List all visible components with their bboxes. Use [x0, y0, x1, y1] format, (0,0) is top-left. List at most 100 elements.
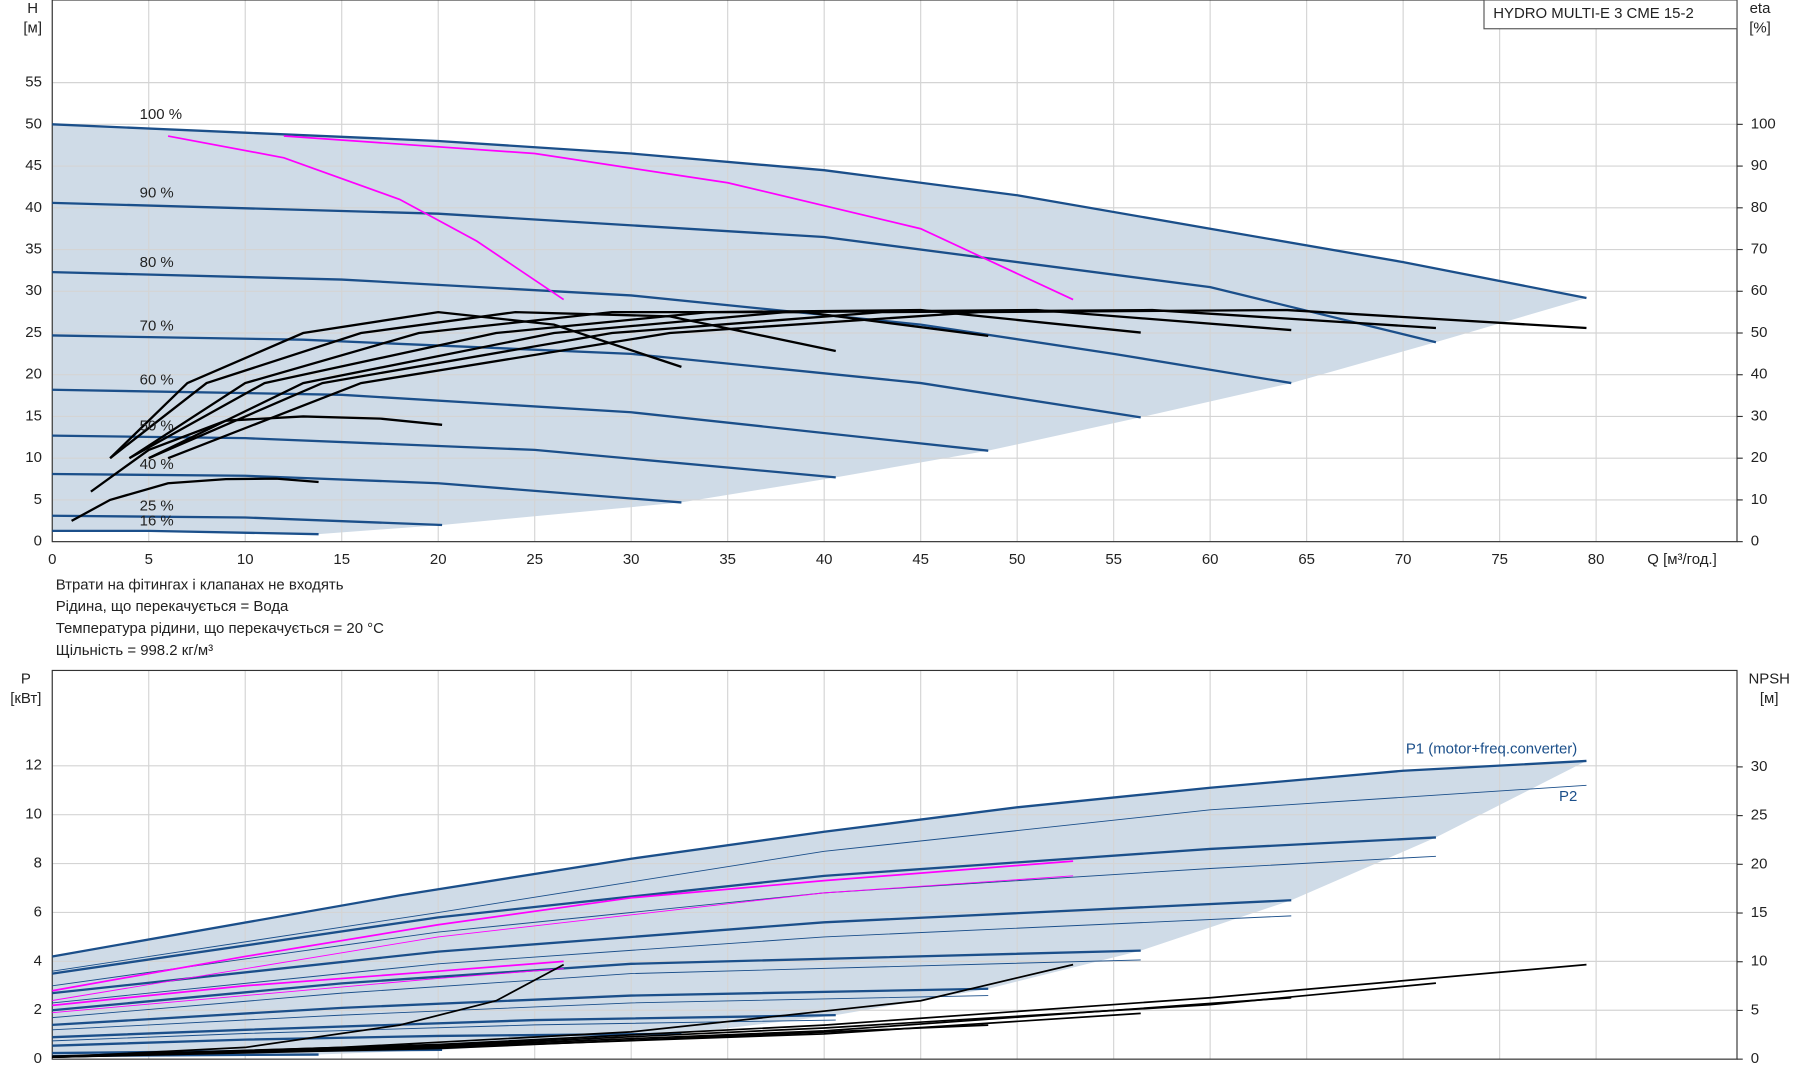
- curve: [52, 1013, 836, 1039]
- curve: [128, 310, 989, 460]
- y2-tick-label: 20: [1751, 855, 1768, 872]
- curve: [90, 415, 443, 493]
- plot: [51, 0, 1743, 543]
- y2-tick-label: 0: [1751, 533, 1759, 550]
- y-axis-unit: [м]: [23, 20, 42, 37]
- y-tick-label: 0: [34, 1050, 42, 1067]
- y2-tick-label: 25: [1751, 807, 1768, 824]
- curve: [52, 968, 564, 1014]
- y-tick-label: 40: [25, 199, 42, 216]
- curve-label: P1 (motor+freq.converter): [1406, 740, 1577, 757]
- curve-label: 90 %: [140, 185, 174, 202]
- operating-region: [52, 760, 1587, 1057]
- curve: [52, 995, 989, 1031]
- y-tick-label: 45: [25, 157, 42, 174]
- y2-tick-label: 70: [1751, 240, 1768, 257]
- curve: [52, 201, 1437, 344]
- curve: [109, 310, 682, 459]
- y2-tick-label: 20: [1751, 449, 1768, 466]
- curve: [52, 899, 1292, 995]
- y2-tick-label: 100: [1751, 115, 1776, 132]
- x-axis-label: Q [м³/год.]: [1647, 551, 1716, 568]
- curve: [52, 270, 1292, 385]
- curve: [52, 960, 564, 1007]
- curve: [52, 959, 1141, 1019]
- y-tick-label: 2: [34, 1001, 42, 1018]
- x-tick-label: 55: [1105, 551, 1122, 568]
- x-tick-label: 45: [912, 551, 929, 568]
- curve-label: 70 %: [140, 317, 174, 334]
- y-tick-label: 8: [34, 855, 42, 872]
- curve: [167, 308, 1587, 460]
- curve: [52, 1024, 989, 1059]
- curve: [71, 477, 319, 522]
- y2-tick-label: 15: [1751, 904, 1768, 921]
- note: Щільність = 998.2 кг/м³: [56, 642, 213, 659]
- curve: [52, 860, 1074, 992]
- y2-tick-label: 50: [1751, 324, 1768, 341]
- curve: [52, 388, 989, 452]
- curve: [52, 434, 836, 479]
- x-tick-label: 50: [1009, 551, 1026, 568]
- curve: [52, 529, 319, 536]
- x-tick-label: 65: [1298, 551, 1315, 568]
- curve: [52, 1019, 836, 1042]
- y-tick-label: 20: [25, 366, 42, 383]
- curve-label: P2: [1559, 788, 1577, 805]
- x-tick-label: 80: [1588, 551, 1605, 568]
- x-tick-label: 15: [333, 551, 350, 568]
- plot-frame: [51, 669, 1738, 1060]
- curve: [52, 963, 565, 1059]
- y-tick-label: 35: [25, 240, 42, 257]
- curve: [52, 514, 443, 527]
- y-axis-unit: [кВт]: [10, 690, 41, 707]
- x-tick-label: 5: [145, 551, 153, 568]
- y-tick-label: 5: [34, 491, 42, 508]
- curve-label: 25 %: [140, 498, 174, 515]
- curve: [52, 1032, 682, 1047]
- chart-title: HYDRO MULTI-E 3 CME 15-2: [1493, 5, 1694, 22]
- x-tick-label: 25: [526, 551, 543, 568]
- y-tick-label: 50: [25, 115, 42, 132]
- y-tick-label: 30: [25, 282, 42, 299]
- x-tick-label: 0: [48, 551, 56, 568]
- y2-tick-label: 30: [1751, 407, 1768, 424]
- curve: [167, 135, 565, 301]
- y-tick-label: 10: [25, 449, 42, 466]
- y2-tick-label: 10: [1751, 953, 1768, 970]
- y2-axis-label: NPSH: [1748, 671, 1790, 688]
- y2-tick-label: 0: [1751, 1050, 1759, 1067]
- y2-tick-label: 60: [1751, 282, 1768, 299]
- curve: [52, 963, 1074, 1059]
- curve: [109, 310, 836, 460]
- curve-label: 80 %: [140, 254, 174, 271]
- y-tick-label: 10: [25, 806, 42, 823]
- y-axis-label: H: [27, 0, 38, 17]
- y-tick-label: 12: [25, 757, 42, 774]
- x-tick-label: 75: [1491, 551, 1508, 568]
- curve: [52, 875, 1074, 1001]
- curve: [52, 836, 1436, 975]
- curve: [52, 472, 682, 504]
- y-tick-label: 6: [34, 903, 42, 920]
- y2-axis-unit: [%]: [1749, 20, 1771, 37]
- x-tick-label: 10: [237, 551, 254, 568]
- y2-axis-label: eta: [1750, 0, 1771, 17]
- note: Рідина, що перекачується = Вода: [56, 598, 289, 615]
- curve: [128, 308, 1141, 460]
- x-tick-label: 40: [816, 551, 833, 568]
- note: Втрати на фітингах і клапанах не входять: [56, 576, 344, 593]
- y2-tick-label: 30: [1751, 758, 1768, 775]
- curve-label: 60 %: [140, 372, 174, 389]
- y-axis-label: P: [21, 671, 31, 688]
- y2-tick-label: 40: [1751, 366, 1768, 383]
- y-tick-label: 0: [34, 533, 42, 550]
- curve-label: 16 %: [140, 513, 174, 530]
- y2-tick-label: 5: [1751, 1001, 1759, 1018]
- curve: [52, 915, 1292, 1004]
- curve: [52, 123, 1587, 300]
- curve-label: 100 %: [140, 106, 182, 123]
- y-tick-label: 4: [34, 952, 42, 969]
- curve: [148, 308, 1292, 460]
